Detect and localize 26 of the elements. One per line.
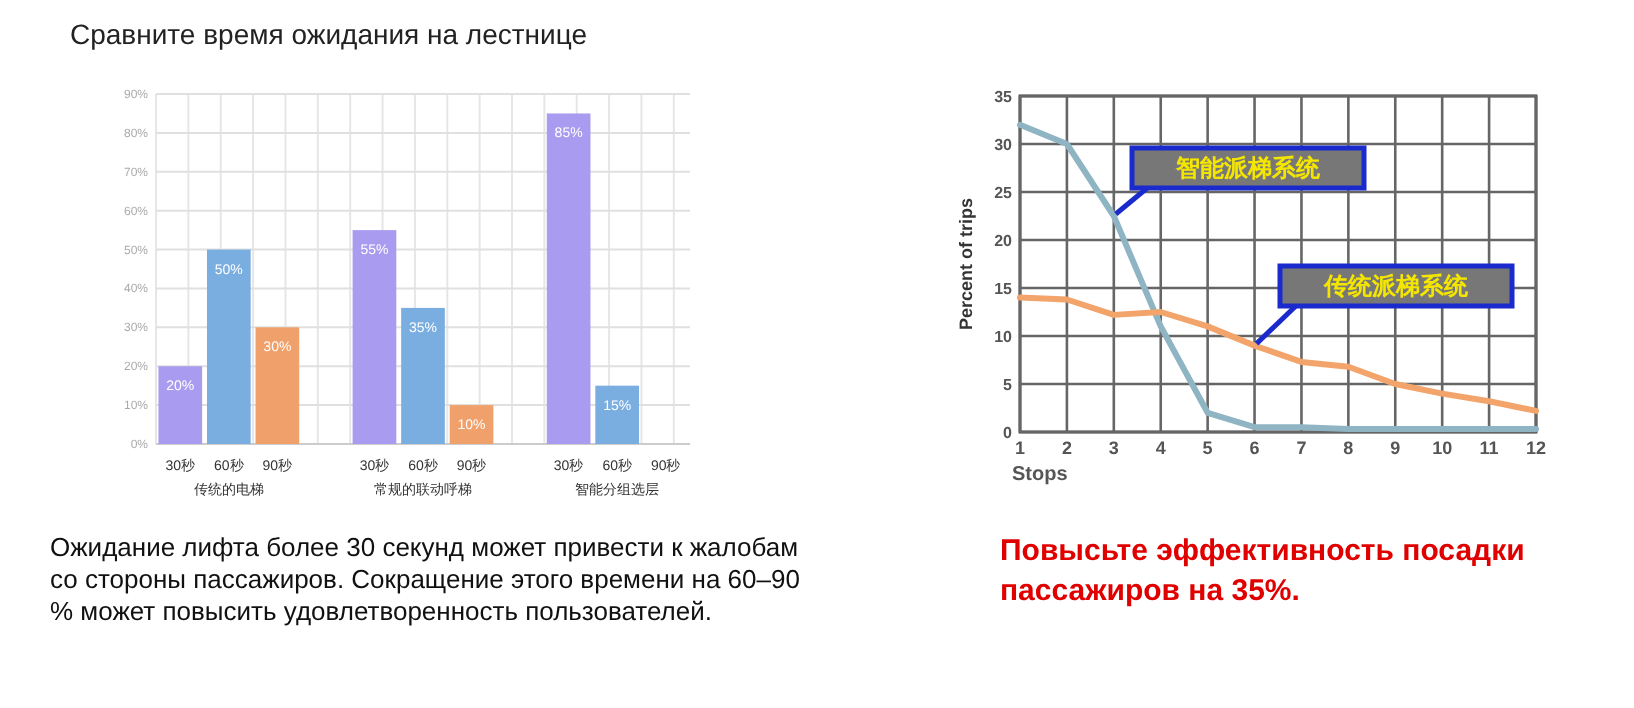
x-tick-label: 7 [1296, 438, 1307, 458]
x-tick-label: 4 [1155, 438, 1166, 458]
x-tick-label: 9 [1390, 438, 1401, 458]
y-tick-label: 25 [994, 184, 1014, 202]
y-tick-label: 5 [1003, 376, 1014, 394]
x-tick-label: 1 [1014, 438, 1026, 458]
y-tick-label: 30 [994, 136, 1014, 154]
chart-title: Сравните время ожидания на лестнице [70, 18, 588, 50]
text: Повысьте эффективность посадки пассажиров на 35%. [1000, 532, 1527, 612]
y-axis-title: Percent of trips [956, 197, 976, 331]
x-tick-label: 10 [1432, 438, 1453, 458]
x-tick-label: 8 [1343, 438, 1354, 458]
y-tick-label: 10 [994, 328, 1014, 346]
x-tick-label: 12 [1525, 438, 1547, 458]
line-series [1017, 294, 1539, 414]
y-tick-label: 35 [994, 88, 1014, 106]
x-tick-label: 3 [1108, 438, 1119, 458]
y-tick-label: 20 [994, 232, 1014, 250]
y-tick-label: 15 [994, 280, 1014, 298]
text: Ожидание лифта более 30 секунд может привести к жалобам со стороны пассажиров. Сокращение этого времени на 60–90 % может повысить удовлетворенность пользователей. [50, 532, 802, 628]
x-tick-label: 5 [1202, 438, 1213, 458]
x-axis-title: Stops [1012, 464, 1069, 486]
y-tick-label: 0 [1003, 424, 1014, 442]
x-tick-label: 11 [1479, 438, 1499, 458]
x-tick-label: 6 [1249, 438, 1260, 458]
x-tick-label: 2 [1061, 438, 1072, 458]
